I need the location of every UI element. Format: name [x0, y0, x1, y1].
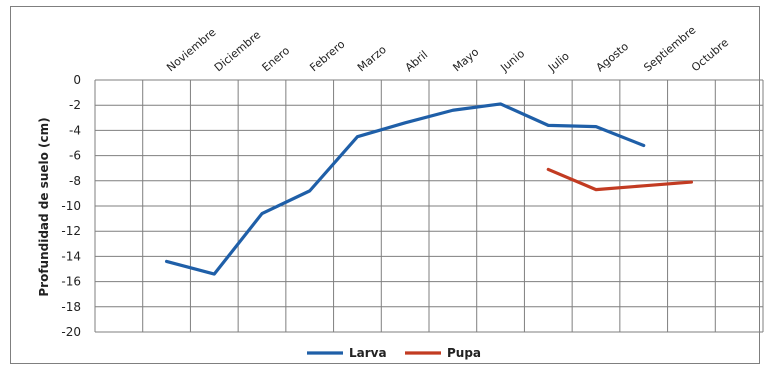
x-tick-label: Abril: [403, 48, 431, 74]
x-tick-label: Agosto: [594, 40, 632, 75]
legend: Larva Pupa: [307, 346, 481, 360]
legend-label-pupa: Pupa: [447, 346, 481, 360]
y-axis-ticks: 0 -2 -4 -6 -8 -10 -12 -14 -16 -18 -20: [61, 73, 81, 339]
x-tick-label: Junio: [497, 47, 527, 75]
y-tick-label: -18: [61, 300, 81, 314]
y-tick-label: -8: [69, 174, 81, 188]
y-axis-label: Profundidad de suelo (cm): [37, 117, 51, 296]
y-tick-label: -16: [61, 275, 81, 289]
x-tick-label: Octubre: [689, 36, 731, 74]
x-tick-label: Julio: [545, 49, 572, 75]
y-tick-label: -14: [61, 249, 81, 263]
y-tick-label: -6: [69, 149, 81, 163]
x-tick-label: Noviembre: [164, 26, 219, 75]
x-tick-label: Diciembre: [212, 28, 264, 74]
grid-lines: [94, 79, 764, 333]
y-tick-label: -10: [61, 199, 81, 213]
y-tick-label: -20: [61, 325, 81, 339]
series-lines: [164, 102, 694, 276]
legend-label-larva: Larva: [349, 346, 387, 360]
y-tick-label: -4: [69, 123, 81, 137]
y-tick-label: -2: [69, 98, 81, 112]
y-tick-label: -12: [61, 224, 81, 238]
x-tick-label: Enero: [260, 44, 293, 75]
x-tick-label: Mayo: [450, 45, 481, 74]
x-tick-label: Marzo: [355, 43, 389, 75]
x-tick-label: Febrero: [307, 37, 347, 74]
series-line-pupa: [546, 167, 694, 192]
y-tick-label: 0: [73, 73, 81, 87]
